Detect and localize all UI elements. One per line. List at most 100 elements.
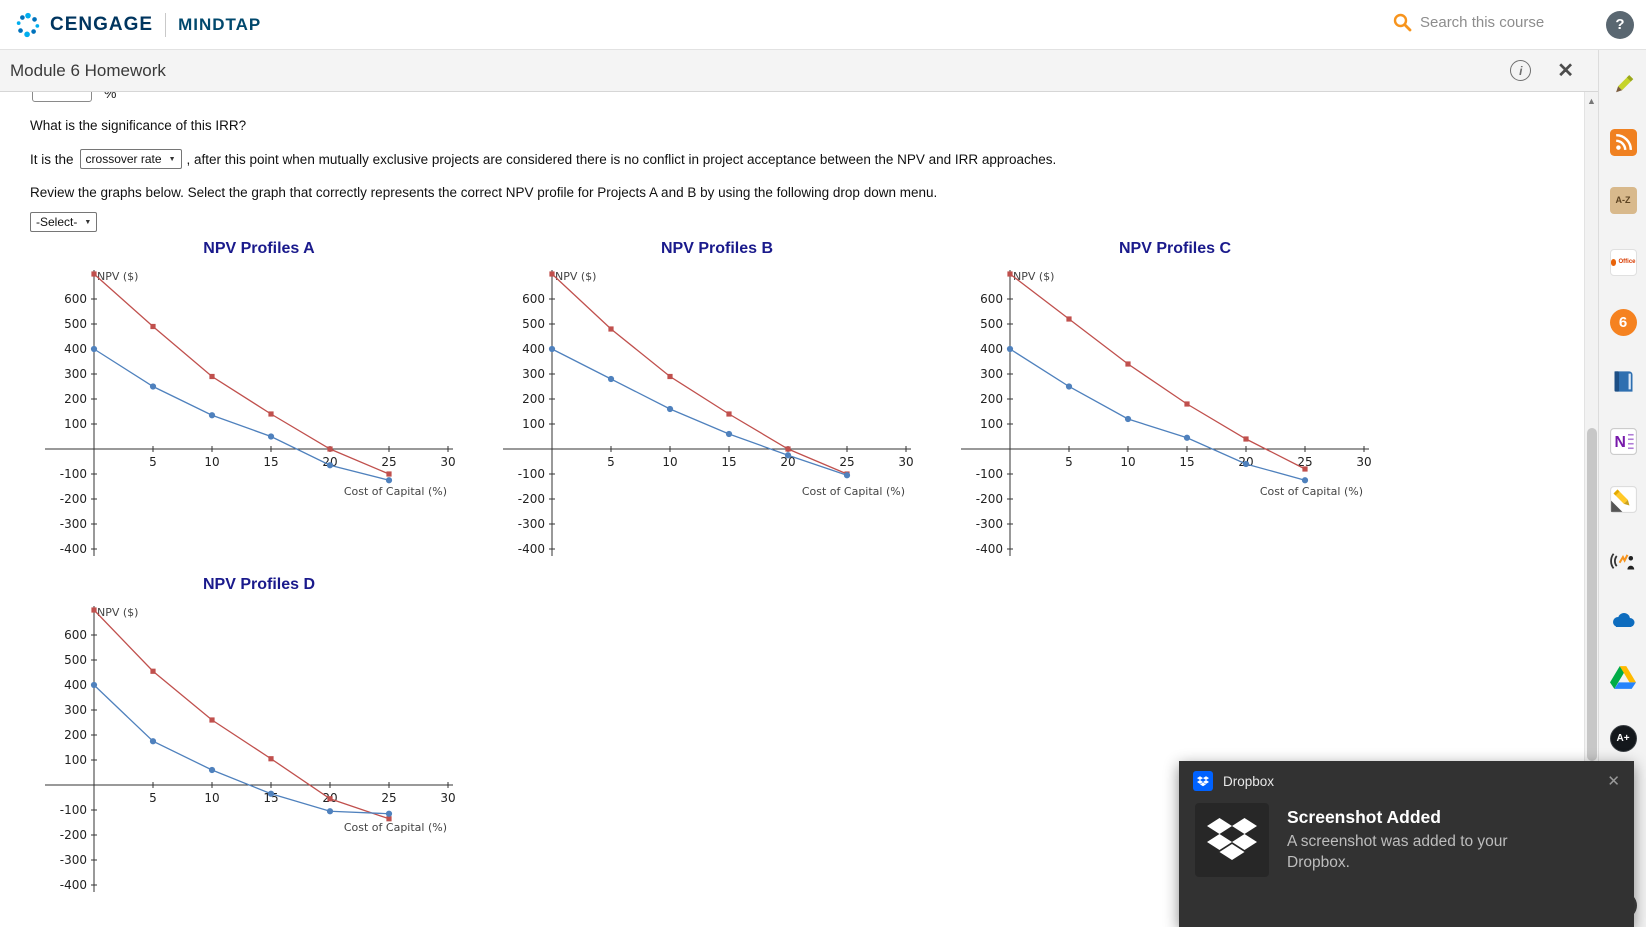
npv-chart-c-plot: 600 500 400 300 200 100 -100 -200 -300 -400 5 10 15 2… (961, 270, 1372, 556)
chart-title: NPV Profiles B (660, 240, 774, 257)
svg-text:15: 15 (721, 455, 736, 469)
grades-label: A+ (1609, 724, 1637, 752)
brand-mindtap: MINDTAP (178, 14, 262, 34)
svg-text:-300: -300 (976, 517, 1003, 531)
crossover-rate-select-value: crossover rate (85, 152, 162, 166)
question-text: What is the significance of this IRR? (30, 118, 247, 133)
svg-text:500: 500 (64, 653, 87, 667)
npv-chart-d: NPV Profiles D 600 500 400 300 200 100 -100 -20… (30, 576, 488, 900)
brand-divider (165, 12, 167, 37)
brand-cengage: CENGAGE (50, 13, 154, 35)
svg-text:15: 15 (263, 455, 278, 469)
svg-text:-200: -200 (60, 492, 87, 506)
svg-text:10: 10 (204, 791, 219, 805)
scroll-up-arrow-icon[interactable]: ▲ (1587, 96, 1596, 106)
svg-text:20: 20 (322, 455, 337, 469)
graph-select-value: -Select- (36, 215, 78, 229)
ebook-icon[interactable] (1608, 366, 1638, 396)
course-search[interactable] (1392, 12, 1580, 32)
readspeaker-icon[interactable] (1608, 545, 1638, 575)
brand-home-link[interactable]: CENGAGE MINDTAP (14, 11, 261, 39)
top-header: CENGAGE MINDTAP ? (0, 0, 1646, 50)
svg-text:400: 400 (980, 342, 1003, 356)
svg-text:Cost of Capital (%): Cost of Capital (%) (1260, 485, 1363, 498)
npv-chart-c: NPV Profiles C 600 500 400 300 200 100 -100 -20… (946, 240, 1404, 564)
toast-app-name: Dropbox (1223, 773, 1275, 789)
svg-text:-100: -100 (518, 467, 545, 481)
chart-title: NPV Profiles D (202, 576, 316, 593)
dictionary-label: A-Z (1609, 186, 1637, 214)
graph-select[interactable]: -Select- ▼ (30, 212, 98, 232)
svg-text:400: 400 (522, 342, 545, 356)
onedrive-icon[interactable] (1608, 605, 1638, 635)
chart-title: NPV Profiles A (203, 240, 315, 257)
svg-text:-300: -300 (60, 517, 87, 531)
office-icon[interactable]: Office (1608, 247, 1638, 277)
dropbox-toast: Dropbox ✕ Screenshot Added A screenshot … (1179, 761, 1634, 927)
sentence-suffix: , after this point when mutually exclusi… (186, 151, 1057, 167)
svg-text:100: 100 (64, 417, 87, 431)
svg-text:400: 400 (64, 342, 87, 356)
dropbox-app-icon (1193, 771, 1213, 791)
toast-close-icon[interactable]: ✕ (1607, 773, 1620, 790)
rss-icon[interactable] (1608, 127, 1638, 157)
svg-text:10: 10 (1120, 455, 1135, 469)
sentence-prefix: It is the (30, 151, 74, 167)
svg-text:100: 100 (980, 417, 1003, 431)
svg-text:100: 100 (522, 417, 545, 431)
close-icon[interactable]: ✕ (1557, 60, 1574, 82)
crossover-rate-select[interactable]: crossover rate ▼ (79, 149, 182, 169)
content-scrollbar[interactable]: ▲ (1584, 92, 1598, 927)
svg-text:500: 500 (980, 317, 1003, 331)
svg-text:Cost of Capital (%): Cost of Capital (%) (802, 485, 905, 498)
svg-text:30: 30 (440, 455, 455, 469)
svg-text:25: 25 (839, 455, 854, 469)
svg-text:-400: -400 (60, 878, 87, 892)
svg-text:300: 300 (64, 367, 87, 381)
scrollbar-thumb[interactable] (1587, 428, 1597, 761)
cengage-logo-icon (16, 12, 40, 37)
answer-input-partial[interactable] (32, 92, 92, 102)
svg-text:Cost of Capital (%): Cost of Capital (%) (344, 821, 447, 834)
svg-text:600: 600 (522, 292, 545, 306)
svg-text:15: 15 (1179, 455, 1194, 469)
svg-text:30: 30 (440, 791, 455, 805)
svg-text:NPV ($): NPV ($) (1013, 270, 1054, 283)
annotate-pencil-icon[interactable] (1608, 69, 1638, 99)
svg-text:600: 600 (64, 292, 87, 306)
search-input[interactable] (1420, 13, 1580, 31)
svg-text:10: 10 (204, 455, 219, 469)
irr-sentence: It is the crossover rate ▼ , after this … (30, 149, 1584, 169)
svg-text:NPV ($): NPV ($) (97, 606, 138, 619)
svg-text:NPV ($): NPV ($) (97, 270, 138, 283)
toast-body[interactable]: Screenshot Added A screenshot was added … (1179, 801, 1634, 889)
onenote-icon[interactable]: N (1608, 426, 1638, 456)
cutoff-answer-row: % (30, 92, 1584, 106)
svg-text:25: 25 (1297, 455, 1312, 469)
svg-text:-400: -400 (976, 542, 1003, 556)
svg-text:300: 300 (980, 367, 1003, 381)
svg-text:200: 200 (64, 728, 87, 742)
npv-chart-a: NPV Profiles A 600 500 400 300 200 100 -100 -20… (30, 240, 488, 564)
toast-header: Dropbox ✕ (1179, 761, 1634, 801)
office-logo-dot (1610, 258, 1617, 266)
google-drive-icon[interactable] (1608, 662, 1638, 692)
bongo-label: 6 (1609, 308, 1637, 336)
page-title: Module 6 Homework (10, 60, 166, 80)
grades-icon[interactable]: A+ (1608, 723, 1638, 753)
svg-text:300: 300 (522, 367, 545, 381)
help-button[interactable]: ? (1606, 11, 1634, 39)
graph-select-row: -Select- ▼ (30, 212, 1584, 232)
bongo-icon[interactable]: 6 (1608, 307, 1638, 337)
npv-chart-b: NPV Profiles B 600 500 400 300 200 100 -100 -20… (488, 240, 946, 564)
info-icon[interactable]: i (1510, 60, 1532, 81)
svg-text:25: 25 (381, 455, 396, 469)
office-label: Office (1618, 259, 1636, 265)
help-icon: ? (1615, 16, 1625, 33)
search-icon[interactable] (1392, 12, 1412, 32)
highlighter-icon[interactable] (1608, 484, 1638, 514)
svg-text:-400: -400 (518, 542, 545, 556)
dictionary-icon[interactable]: A-Z (1608, 185, 1638, 215)
